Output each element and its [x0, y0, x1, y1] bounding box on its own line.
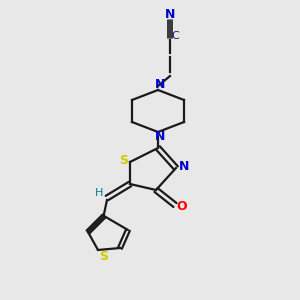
Text: N: N: [155, 130, 165, 143]
Text: N: N: [179, 160, 189, 172]
Text: O: O: [177, 200, 187, 212]
Text: N: N: [155, 79, 165, 92]
Text: S: S: [119, 154, 128, 166]
Text: C: C: [171, 31, 179, 41]
Text: N: N: [165, 8, 175, 20]
Text: H: H: [95, 188, 103, 198]
Text: S: S: [100, 250, 109, 263]
